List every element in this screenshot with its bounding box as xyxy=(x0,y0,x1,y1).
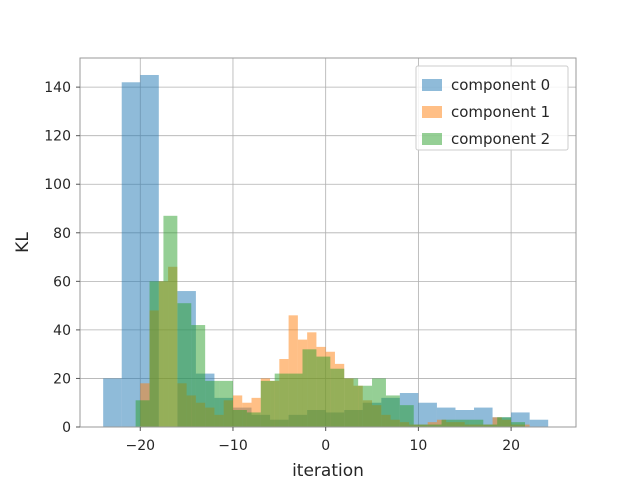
bar-series-2-bin-21 xyxy=(427,424,442,427)
bar-series-2-bin-24 xyxy=(469,419,484,427)
bar-series-1-bin-16 xyxy=(288,315,298,427)
legend-box xyxy=(415,65,569,151)
bar-series-2-bin-6 xyxy=(219,380,233,427)
bar-series-2-bin-1 xyxy=(149,281,164,427)
bar-series-2-bin-10 xyxy=(274,373,289,427)
bar-series-2-bin-27 xyxy=(511,422,526,427)
bar-series-2-bin-19 xyxy=(399,405,414,427)
legend-swatch-2 xyxy=(422,133,442,145)
bar-series-2-bin-4 xyxy=(191,325,206,427)
bar-series-2-bin-25 xyxy=(483,424,498,427)
bar-series-2-bin-26 xyxy=(497,417,512,427)
bar-series-2-bin-0 xyxy=(135,400,150,427)
y-axis-ticks: 0 20 40 60 80 100 120 140 xyxy=(44,80,80,436)
x-tick-label-3: 10 xyxy=(409,438,427,454)
bar-series-2-bin-16 xyxy=(358,385,373,427)
bar-series-0-bin-17 xyxy=(418,402,437,427)
y-tick-label-5: 100 xyxy=(44,177,71,193)
y-tick-label-7: 140 xyxy=(44,80,71,96)
y-tick-label-6: 120 xyxy=(44,129,71,145)
bar-series-2-bin-18 xyxy=(385,395,400,427)
x-tick-label-2: 0 xyxy=(321,438,330,454)
bar-series-0-bin-1 xyxy=(121,82,141,428)
plot-frame xyxy=(79,57,577,428)
x-axis-ticks: −20 −10 0 10 20 xyxy=(125,427,520,454)
bar-series-2-bin-9 xyxy=(260,380,275,427)
bar-series-2-bin-13 xyxy=(316,356,331,427)
bar-series-0-bin-23 xyxy=(529,419,549,427)
bars xyxy=(103,74,549,428)
legend-label-2: component 2 xyxy=(451,130,550,148)
x-tick-label-1: −10 xyxy=(218,438,248,454)
bar-series-1-bin-32 xyxy=(436,419,447,427)
legend-swatch-1 xyxy=(422,106,442,118)
y-tick-label-1: 20 xyxy=(53,371,71,387)
legend-label-0: component 0 xyxy=(451,76,550,94)
legend-swatch-0 xyxy=(422,79,442,91)
x-tick-label-0: −20 xyxy=(125,438,155,454)
y-tick-label-2: 40 xyxy=(53,323,71,339)
bar-series-2-bin-11 xyxy=(288,373,303,427)
bar-series-1-bin-41 xyxy=(520,424,530,427)
bar-series-2-bin-22 xyxy=(441,419,456,427)
bar-series-2-bin-20 xyxy=(413,424,428,427)
bar-series-2-bin-3 xyxy=(177,303,192,427)
y-tick-label-4: 80 xyxy=(53,226,71,242)
y-axis-label: KL xyxy=(13,232,33,253)
bar-series-2-bin-8 xyxy=(246,412,261,427)
bar-series-2-bin-17 xyxy=(372,378,386,427)
bar-series-0-bin-0 xyxy=(103,378,122,427)
bar-series-2-bin-12 xyxy=(302,349,317,427)
bar-series-2-bin-2 xyxy=(163,215,178,427)
bar-series-2-bin-14 xyxy=(330,368,345,427)
y-tick-label-3: 60 xyxy=(53,274,71,290)
x-axis-label: iteration xyxy=(292,461,364,480)
x-tick-label-4: 20 xyxy=(502,438,520,454)
series-2-bars xyxy=(135,215,526,427)
bar-series-2-bin-5 xyxy=(205,380,220,427)
bar-series-2-bin-7 xyxy=(232,410,247,427)
bar-series-2-bin-15 xyxy=(344,378,359,427)
legend-label-1: component 1 xyxy=(451,103,550,121)
bar-series-2-bin-23 xyxy=(455,419,470,427)
y-tick-label-0: 0 xyxy=(62,420,71,436)
legend: component 0 component 1 component 2 xyxy=(415,65,569,151)
